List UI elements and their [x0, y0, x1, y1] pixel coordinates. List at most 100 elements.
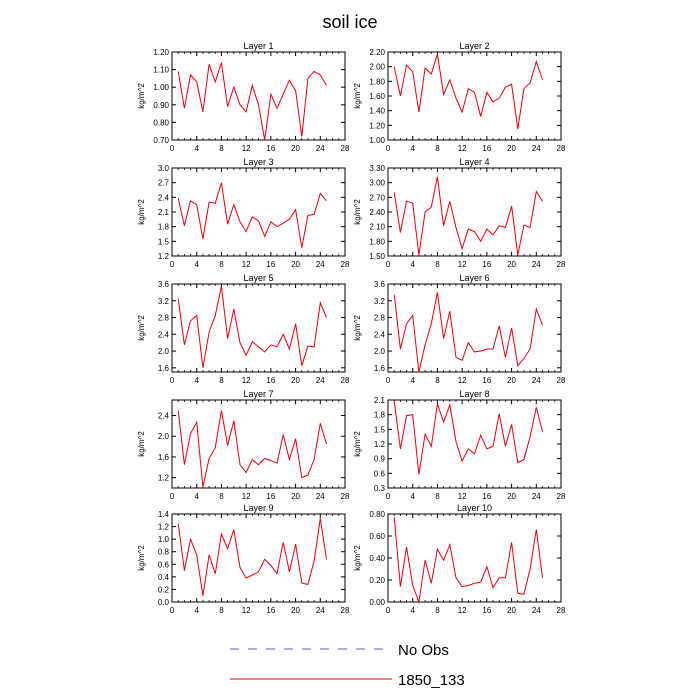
layer-10-ytick-label: 0.20	[369, 576, 385, 585]
layer-2-ytick-label: 1.40	[369, 107, 385, 116]
layer-1-xtick-label: 16	[266, 144, 275, 153]
layer-8-ylabel: kg/m^2	[353, 431, 362, 457]
layer-5-xtick-label: 12	[242, 376, 251, 385]
layer-1-title: Layer 1	[243, 41, 273, 51]
layer-4-ytick-label: 3.30	[369, 164, 385, 173]
layer-4-xtick-label: 0	[386, 260, 391, 269]
layer-6-xtick-label: 28	[557, 376, 566, 385]
layer-8-ytick-label: 0.9	[374, 455, 386, 464]
layer-3-series-line	[177, 182, 327, 248]
layer-9-xtick-label: 0	[170, 606, 175, 615]
layer-1-ytick-label: 0.90	[153, 101, 169, 110]
layer-2-ytick-label: 1.80	[369, 77, 385, 86]
panel-grid: Layer 10 4 8 12 16 20 24 280.700.800.901.001.10…	[137, 41, 566, 615]
layer-2-xtick-label: 20	[507, 144, 516, 153]
layer-1-ytick-label: 0.70	[153, 136, 169, 145]
layer-8-ytick-label: 1.8	[374, 411, 386, 420]
layer-9-xtick-label: 4	[194, 606, 199, 615]
layer-10-ylabel: kg/m^2	[353, 545, 362, 571]
layer-8-xtick-label: 20	[507, 492, 516, 501]
layer-8-ytick-label: 0.3	[374, 484, 386, 493]
layer-6-ytick-label: 2.4	[374, 330, 386, 339]
layer-9-ylabel: kg/m^2	[137, 545, 146, 571]
layer-4-ytick-label: 1.50	[369, 252, 385, 261]
layer-6-xtick-label: 16	[482, 376, 491, 385]
figure-title: soil ice	[322, 12, 377, 32]
layer-7-xtick-label: 16	[266, 492, 275, 501]
layer-5-xtick-label: 16	[266, 376, 275, 385]
layer-1-series-line	[177, 62, 327, 141]
layer-5-ytick-label: 2.8	[158, 314, 170, 323]
layer-7-ytick-label: 2.0	[158, 432, 170, 441]
layer-1-ylabel: kg/m^2	[137, 83, 146, 109]
layer-4-panel: Layer 4 0 4 8 12 16 20 24 28 1.50 1.80 2.10 2.40 2.70…	[353, 157, 566, 269]
layer-8-ytick-label: 2.1	[374, 396, 386, 405]
layer-6-ytick-label: 1.6	[374, 364, 386, 373]
layer-5-ytick-label: 2.4	[158, 330, 170, 339]
layer-7-xtick-label: 8	[219, 492, 224, 501]
layer-2-xtick-label: 0	[386, 144, 391, 153]
layer-7-ytick-label: 2.4	[158, 412, 170, 421]
layer-1-xtick-label: 28	[341, 144, 350, 153]
layer-6-xtick-label: 0	[386, 376, 391, 385]
legend-no-obs-label: No Obs	[398, 642, 449, 659]
layer-3-xtick-label: 24	[316, 260, 325, 269]
layer-4-ytick-label: 3.00	[369, 179, 385, 188]
layer-8-xtick-label: 0	[386, 492, 391, 501]
layer-1-xtick-label: 20	[291, 144, 300, 153]
layer-2-ylabel: kg/m^2	[353, 83, 362, 109]
layer-9-xtick-label: 20	[291, 606, 300, 615]
layer-10-ytick-label: 0.00	[369, 598, 385, 607]
layer-8-series-line	[393, 400, 543, 475]
layer-4-ytick-label: 2.40	[369, 208, 385, 217]
layer-4-xtick-label: 20	[507, 260, 516, 269]
layer-3-xtick-label: 28	[341, 260, 350, 269]
layer-4-ytick-label: 2.10	[369, 223, 385, 232]
layer-10-xtick-label: 20	[507, 606, 516, 615]
layer-7-panel: Layer 7 0 4 8 12 16 20 24 28 1.2 1.6 2.0 2.4 kg/m^2	[137, 389, 350, 501]
layer-10-xtick-label: 16	[482, 606, 491, 615]
layer-5-ytick-label: 2.0	[158, 347, 170, 356]
layer-7-xtick-label: 4	[194, 492, 199, 501]
layer-7-frame	[171, 399, 346, 489]
layer-1-xtick-label: 12	[242, 144, 251, 153]
layer-4-ylabel: kg/m^2	[353, 199, 362, 225]
legend: No Obs 1850_133	[230, 642, 465, 689]
layer-9-ytick-label: 0.8	[158, 548, 170, 557]
layer-4-xtick-label: 12	[458, 260, 467, 269]
layer-7-ylabel: kg/m^2	[137, 431, 146, 457]
layer-3-xtick-label: 8	[219, 260, 224, 269]
layer-7-xtick-label: 24	[316, 492, 325, 501]
layer-10-series-line	[393, 517, 543, 604]
layer-10-ytick-label: 0.60	[369, 532, 385, 541]
layer-5-panel: Layer 5 0 4 8 12 16 20 24 28 1.6 2.0 2.4 2.8 3.2 3.6 kg…	[137, 273, 350, 385]
layer-7-xtick-label: 20	[291, 492, 300, 501]
layer-5-xtick-label: 28	[341, 376, 350, 385]
layer-4-xtick-label: 8	[435, 260, 440, 269]
layer-3-ytick-label: 1.2	[158, 252, 170, 261]
layer-8-ytick-label: 1.2	[374, 440, 386, 449]
layer-10-xtick-label: 0	[386, 606, 391, 615]
layer-8-xtick-label: 24	[532, 492, 541, 501]
layer-1-xtick-label: 8	[219, 144, 224, 153]
layer-2-xtick-label: 12	[458, 144, 467, 153]
layer-5-xtick-label: 0	[170, 376, 175, 385]
layer-2-xtick-label: 16	[482, 144, 491, 153]
layer-3-ylabel: kg/m^2	[137, 199, 146, 225]
layer-3-ytick-label: 2.7	[158, 179, 170, 188]
layer-6-xtick-label: 20	[507, 376, 516, 385]
layer-9-ytick-label: 0.6	[158, 560, 170, 569]
layer-8-xtick-label: 28	[557, 492, 566, 501]
layer-3-xtick-label: 12	[242, 260, 251, 269]
layer-5-title: Layer 5	[243, 273, 273, 283]
layer-1-panel: Layer 1 0 4 8 12 16 20 24 28 0.70 0.80 0.90 1.00 1.10…	[137, 41, 350, 153]
layer-9-series-line	[177, 518, 327, 596]
layer-3-xtick-label: 16	[266, 260, 275, 269]
layer-1-ytick-label: 1.00	[153, 83, 169, 92]
layer-7-series-line	[177, 410, 327, 488]
layer-2-xtick-label: 24	[532, 144, 541, 153]
layer-5-ytick-label: 1.6	[158, 364, 170, 373]
layer-7-xtick-label: 0	[170, 492, 175, 501]
layer-7-ytick-label: 1.2	[158, 474, 170, 483]
